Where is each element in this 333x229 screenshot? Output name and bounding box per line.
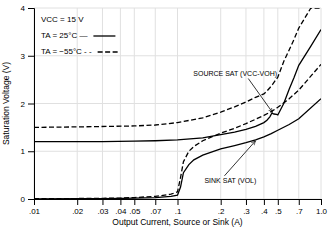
x-tick-label: .01 xyxy=(29,207,41,216)
x-tick-label: .2 xyxy=(218,207,225,216)
x-tick-mark xyxy=(264,199,265,205)
x-tick-label: .07 xyxy=(150,207,162,216)
y-tick: 4 xyxy=(21,4,34,13)
x-tick-mark xyxy=(77,199,78,205)
x-tick-mark xyxy=(321,199,322,205)
x-tick-label: .04 xyxy=(115,207,127,216)
x-tick: .07 xyxy=(150,199,162,216)
legend: VCC = 15 V TA = 25°C — TA = −55°C - - xyxy=(41,15,120,56)
annotation-arrow xyxy=(224,141,255,176)
annotation-text: SINK SAT (VOL) xyxy=(204,177,256,185)
annotation-arrow xyxy=(248,79,272,113)
y-tick-mark xyxy=(28,56,34,57)
y-tick-label: 2 xyxy=(21,100,26,109)
x-tick-label: .05 xyxy=(129,207,141,216)
y-tick-mark xyxy=(28,104,34,105)
annotation-text: SOURCE SAT (VCC-VOH) xyxy=(193,70,277,78)
x-tick-mark xyxy=(102,199,103,205)
x-axis-title: Output Current, Source or Sink (A) xyxy=(112,217,243,227)
y-tick-label: 3 xyxy=(21,52,26,61)
y-tick: 3 xyxy=(21,52,34,61)
y-tick-label: 4 xyxy=(21,4,26,13)
y-tick: 0 xyxy=(21,195,34,204)
legend-sample-line xyxy=(98,51,120,52)
x-tick-label: .3 xyxy=(243,207,250,216)
y-tick: 1 xyxy=(21,147,34,156)
x-tick-label: .4 xyxy=(261,207,268,216)
x-axis: .01 .02 .03 .04.05 .07 .1 .2 .3 .4 .5 .7 1.0 xyxy=(29,199,328,216)
x-tick: 1.0 xyxy=(316,199,328,216)
x-tick-label: .5 xyxy=(275,207,282,216)
x-tick: .5 xyxy=(275,199,282,216)
x-tick-label: .02 xyxy=(72,207,84,216)
legend-text: TA = 25°C — xyxy=(41,31,87,40)
chart: .01 .02 .03 .04.05 .07 .1 .2 .3 .4 .5 .7 1.0 0 1 2 3 4 Ou… xyxy=(0,0,333,229)
x-tick-label: .7 xyxy=(296,207,303,216)
plot-area xyxy=(34,8,321,199)
x-tick: .1 xyxy=(175,199,182,216)
x-tick-mark xyxy=(120,199,121,205)
y-tick: 2 xyxy=(21,100,34,109)
grid xyxy=(34,8,321,199)
grid-line xyxy=(34,103,321,104)
x-tick-label: 1.0 xyxy=(316,207,328,216)
x-tick: .02 xyxy=(72,199,84,216)
series-line xyxy=(34,64,321,198)
x-tick-mark xyxy=(134,199,135,205)
y-tick-mark xyxy=(28,8,34,9)
grid-line xyxy=(34,151,321,152)
legend-sample-line xyxy=(93,35,115,36)
x-axis-line xyxy=(35,200,322,206)
y-tick-label: 1 xyxy=(21,147,26,156)
x-tick-label: .03 xyxy=(97,207,109,216)
x-tick: .2 xyxy=(218,199,225,216)
x-tick: .4 xyxy=(261,199,268,216)
x-tick-label: .1 xyxy=(175,207,182,216)
x-tick: .01 xyxy=(29,199,41,216)
y-axis: 0 1 2 3 4 xyxy=(21,4,35,204)
x-tick: .3 xyxy=(243,199,250,216)
x-tick-mark xyxy=(246,199,247,205)
legend-text: TA = −55°C - - xyxy=(41,47,92,56)
x-tick-mark xyxy=(221,199,222,205)
legend-text: VCC = 15 V xyxy=(41,15,84,24)
y-axis-line xyxy=(28,9,35,200)
x-tick-mark xyxy=(278,199,279,205)
x-tick-mark xyxy=(155,199,156,205)
y-tick-mark xyxy=(28,199,34,200)
x-tick-mark xyxy=(178,199,179,205)
series-line xyxy=(34,29,321,141)
y-tick-label: 0 xyxy=(21,195,26,204)
x-tick: .04 xyxy=(115,199,127,216)
x-tick: .05 xyxy=(129,199,141,216)
grid-line xyxy=(34,8,321,9)
y-axis-title: Saturation Voltage (V) xyxy=(1,62,11,145)
series-line xyxy=(34,8,321,127)
y-tick-mark xyxy=(28,151,34,152)
x-tick: .7 xyxy=(296,199,303,216)
x-tick-mark xyxy=(299,199,300,205)
x-tick: .03 xyxy=(97,199,109,216)
